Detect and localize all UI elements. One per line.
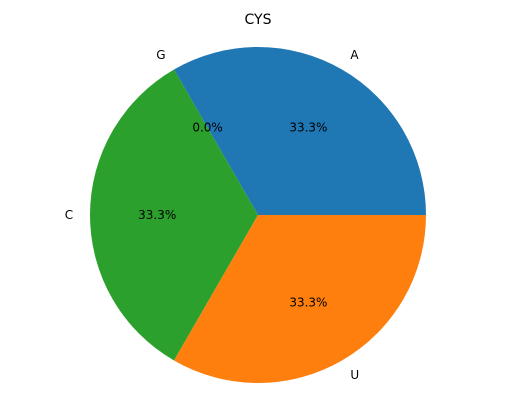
pie-slice-u (174, 215, 426, 384)
pie-slice-a (174, 46, 426, 216)
percent-label-a: 33.3% (289, 121, 327, 135)
pie-slice-c (89, 69, 259, 361)
pie-labels: A 33.3% G 0.0% C 33.3% U 33.3% (65, 48, 360, 382)
category-label-u: U (350, 368, 359, 382)
chart-title: CYS (245, 12, 272, 28)
category-label-g: G (156, 48, 165, 62)
percent-label-g: 0.0% (192, 121, 223, 135)
category-label-c: C (65, 208, 73, 222)
pie-slices (89, 46, 426, 384)
percent-label-u: 33.3% (289, 295, 327, 309)
percent-label-c: 33.3% (138, 208, 176, 222)
category-label-a: A (350, 48, 359, 62)
